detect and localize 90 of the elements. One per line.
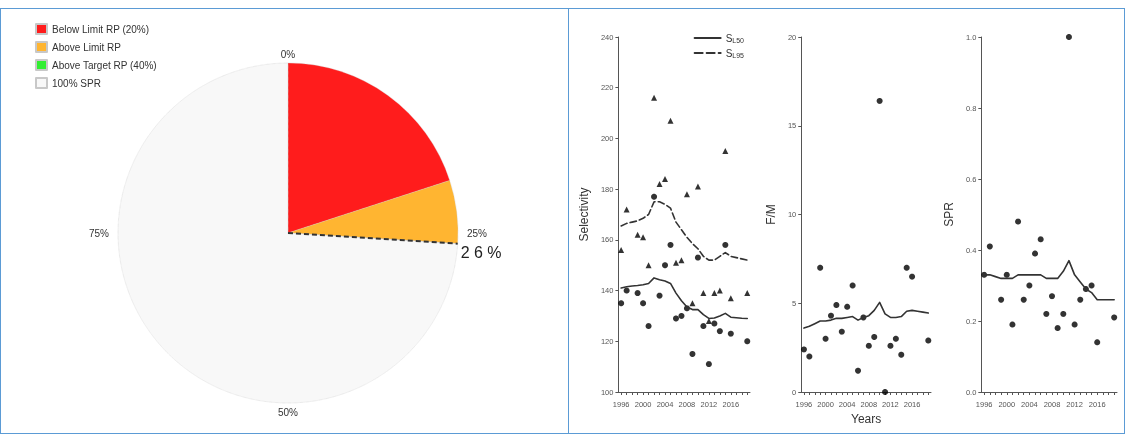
point <box>865 342 872 349</box>
point <box>1071 321 1078 328</box>
point <box>689 300 696 307</box>
point <box>876 97 883 104</box>
legend-label: Above Limit RP <box>52 41 122 53</box>
point <box>662 176 669 182</box>
point <box>634 290 641 297</box>
point <box>1111 314 1118 321</box>
point <box>722 241 729 248</box>
point <box>806 353 813 360</box>
point <box>800 346 807 353</box>
point <box>822 335 829 342</box>
y-axis-title: F/M <box>764 204 778 225</box>
point <box>656 292 663 299</box>
text: 2 6 % <box>460 244 502 262</box>
point <box>623 287 630 294</box>
point <box>705 318 712 324</box>
point <box>998 296 1005 303</box>
point <box>986 243 993 250</box>
point <box>1088 282 1095 289</box>
point <box>1054 325 1061 332</box>
point <box>744 338 751 345</box>
point <box>1048 293 1055 300</box>
point <box>892 335 899 342</box>
point <box>694 254 701 261</box>
point <box>1032 250 1039 257</box>
point <box>716 287 723 294</box>
point <box>844 303 851 310</box>
point <box>1077 296 1084 303</box>
x-axis-title: Years <box>851 411 882 426</box>
point <box>667 117 674 124</box>
point <box>1026 282 1033 289</box>
point <box>817 264 824 271</box>
text: 50% <box>277 406 299 418</box>
legend-label: 100% SPR <box>52 77 101 89</box>
point <box>1020 296 1027 303</box>
point <box>683 191 690 198</box>
point <box>716 328 723 335</box>
point <box>618 247 625 253</box>
text: 75% <box>88 227 110 239</box>
point <box>887 342 894 349</box>
point <box>667 241 674 248</box>
text: 25% <box>467 227 488 239</box>
y-axis-title: SPR <box>942 201 956 227</box>
point <box>838 328 845 335</box>
point <box>634 231 641 238</box>
point <box>1003 271 1010 278</box>
point <box>727 330 734 337</box>
point <box>705 361 712 368</box>
point <box>651 193 658 200</box>
point <box>640 300 647 307</box>
point <box>662 262 669 269</box>
point <box>827 312 834 319</box>
point <box>689 350 696 357</box>
point <box>903 264 910 271</box>
point <box>645 262 652 269</box>
point <box>656 181 663 188</box>
legend-label: Above Target RP (40%) <box>52 59 157 71</box>
point <box>871 333 878 340</box>
point <box>640 234 647 241</box>
point <box>849 282 856 289</box>
point <box>700 290 707 297</box>
point <box>722 148 729 155</box>
point <box>672 259 679 266</box>
point <box>711 290 718 297</box>
point <box>1094 339 1101 346</box>
text: 0% <box>280 48 296 60</box>
point <box>1065 34 1072 40</box>
point <box>1060 310 1067 317</box>
point <box>678 257 685 264</box>
y-axis-title: Selectivity <box>577 187 591 242</box>
point <box>678 312 685 319</box>
point <box>694 183 701 190</box>
point <box>909 273 916 280</box>
line-series <box>803 301 930 329</box>
point <box>898 351 905 358</box>
point <box>672 315 679 322</box>
point <box>1015 218 1022 225</box>
point <box>618 300 625 307</box>
legend-label: Below Limit RP (20%) <box>52 23 150 35</box>
point <box>700 323 707 330</box>
point <box>925 337 932 344</box>
point <box>711 320 718 327</box>
point <box>1009 321 1016 328</box>
point <box>855 367 862 374</box>
point <box>645 323 652 330</box>
point <box>1043 310 1050 317</box>
point <box>833 302 840 309</box>
point <box>651 94 658 101</box>
point <box>1037 236 1044 243</box>
